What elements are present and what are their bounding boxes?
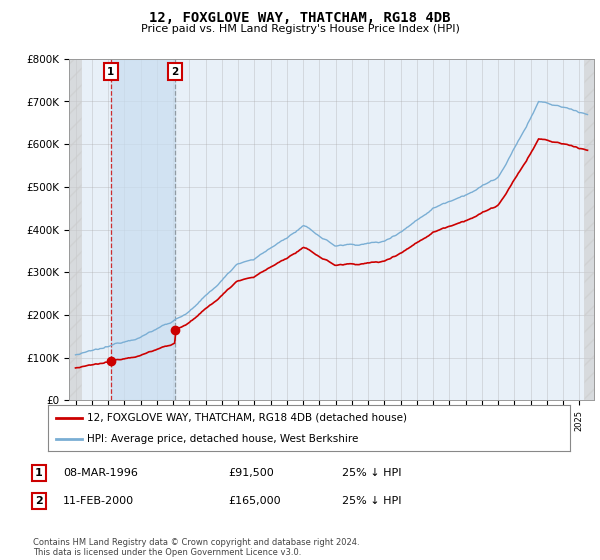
Text: 12, FOXGLOVE WAY, THATCHAM, RG18 4DB (detached house): 12, FOXGLOVE WAY, THATCHAM, RG18 4DB (de…	[87, 413, 407, 423]
Text: 1: 1	[35, 468, 43, 478]
Text: Price paid vs. HM Land Registry's House Price Index (HPI): Price paid vs. HM Land Registry's House …	[140, 24, 460, 34]
Text: 2: 2	[35, 496, 43, 506]
Text: £165,000: £165,000	[228, 496, 281, 506]
Bar	[69, 59, 81, 400]
Bar	[111, 59, 175, 400]
Text: £91,500: £91,500	[228, 468, 274, 478]
Text: Contains HM Land Registry data © Crown copyright and database right 2024.
This d: Contains HM Land Registry data © Crown c…	[33, 538, 359, 557]
Text: HPI: Average price, detached house, West Berkshire: HPI: Average price, detached house, West…	[87, 435, 359, 444]
Bar	[584, 59, 594, 400]
Text: 25% ↓ HPI: 25% ↓ HPI	[342, 496, 401, 506]
Text: 11-FEB-2000: 11-FEB-2000	[63, 496, 134, 506]
Text: 1: 1	[107, 67, 115, 77]
Text: 25% ↓ HPI: 25% ↓ HPI	[342, 468, 401, 478]
Text: 08-MAR-1996: 08-MAR-1996	[63, 468, 138, 478]
Text: 12, FOXGLOVE WAY, THATCHAM, RG18 4DB: 12, FOXGLOVE WAY, THATCHAM, RG18 4DB	[149, 11, 451, 25]
Text: 2: 2	[171, 67, 178, 77]
